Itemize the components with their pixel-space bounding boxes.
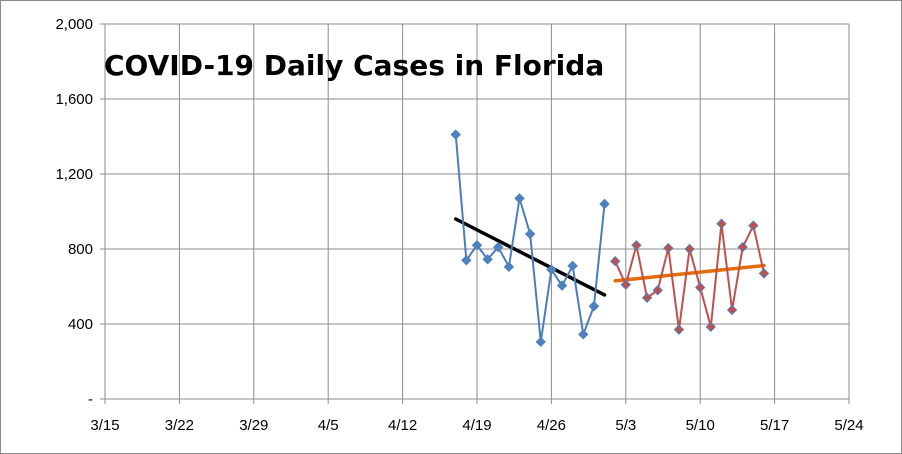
x-tick-label: 4/12 <box>388 417 417 434</box>
data-point-marker <box>556 280 568 291</box>
data-point-marker <box>663 242 674 254</box>
data-point-marker <box>599 198 610 210</box>
data-point-marker <box>567 260 578 272</box>
data-point-marker <box>673 324 685 335</box>
data-point-marker <box>482 254 493 265</box>
data-point-marker <box>641 292 653 303</box>
x-tick-label: 5/3 <box>615 417 636 434</box>
x-tick-label: 5/17 <box>760 417 789 434</box>
data-point-marker <box>631 240 642 251</box>
data-point-marker <box>503 261 515 273</box>
data-point-marker <box>450 129 461 140</box>
trendline <box>453 217 607 297</box>
x-tick-labels: 3/15 3/22 3/29 4/5 4/12 4/19 4/26 5/3 5/10 5/17 5/… <box>90 417 863 434</box>
x-tick-label: 3/15 <box>90 417 119 434</box>
data-point-marker <box>684 243 695 255</box>
data-point-marker <box>546 264 557 275</box>
y-tick-label: 800 <box>68 241 93 258</box>
data-point-marker <box>524 228 536 240</box>
x-tick-label: 3/22 <box>165 417 194 434</box>
data-point-marker <box>609 255 621 267</box>
data-point-marker <box>726 304 738 316</box>
x-tick-label: 4/5 <box>318 417 339 434</box>
x-tick-label: 3/29 <box>239 417 268 434</box>
y-tick-label: 1,200 <box>55 166 93 183</box>
series-line <box>454 134 595 342</box>
data-point-marker <box>737 241 748 253</box>
y-tick-label: 1,600 <box>55 91 93 108</box>
y-tick-labels: - 400 800 1,200 1,600 2,000 <box>55 16 93 408</box>
axes <box>100 23 850 404</box>
chart-title: COVID-19 Daily Cases in Florida <box>104 49 604 82</box>
series <box>450 129 770 348</box>
x-tick-label: 5/24 <box>834 417 863 434</box>
x-tick-label: 4/26 <box>537 417 566 434</box>
data-point-marker <box>652 285 663 296</box>
trendline <box>613 263 766 283</box>
data-point-marker <box>748 220 759 231</box>
data-point-marker <box>471 240 483 251</box>
x-tick-label: 4/19 <box>462 417 491 434</box>
x-tick-label: 5/10 <box>686 417 715 434</box>
data-point-marker <box>493 241 504 253</box>
data-point-marker <box>535 336 546 348</box>
y-tick-label: 2,000 <box>55 16 93 33</box>
data-point-marker <box>578 329 589 340</box>
y-tick-label: - <box>88 391 93 408</box>
data-point-marker <box>588 300 600 312</box>
data-point-marker <box>461 255 472 266</box>
y-tick-label: 400 <box>68 316 93 333</box>
data-point-marker <box>694 282 706 293</box>
data-point-marker <box>705 321 717 333</box>
series-line <box>592 203 606 307</box>
data-point-marker <box>620 279 632 290</box>
data-point-marker <box>716 218 727 229</box>
data-point-marker <box>514 193 525 204</box>
data-point-marker <box>758 268 770 279</box>
series-line <box>614 222 765 330</box>
